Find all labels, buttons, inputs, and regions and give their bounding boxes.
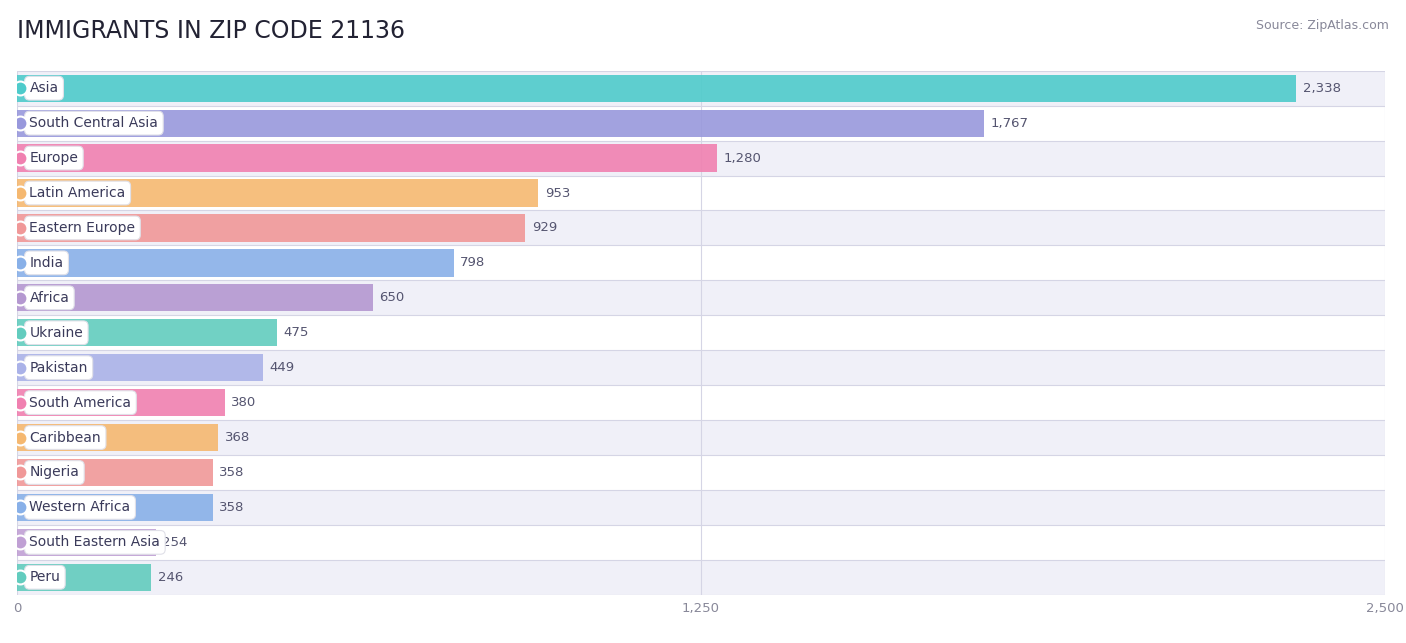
Bar (17, 564, 152, 591)
Bar (17, 141, 1385, 176)
Text: Western Africa: Western Africa (30, 500, 131, 514)
Text: Asia: Asia (30, 81, 59, 95)
Text: 2,338: 2,338 (1303, 82, 1341, 95)
Text: 358: 358 (219, 501, 245, 514)
Bar (17, 459, 212, 486)
Bar (17, 424, 218, 451)
Bar (17, 249, 454, 276)
Text: Latin America: Latin America (30, 186, 125, 200)
Text: Source: ZipAtlas.com: Source: ZipAtlas.com (1256, 19, 1389, 32)
Text: South Eastern Asia: South Eastern Asia (30, 536, 160, 549)
Text: 380: 380 (232, 396, 257, 409)
Bar (17, 145, 717, 172)
Text: Pakistan: Pakistan (30, 361, 87, 375)
Text: 358: 358 (219, 466, 245, 479)
Text: 449: 449 (269, 361, 294, 374)
Text: 254: 254 (163, 536, 188, 549)
Text: 1,767: 1,767 (990, 116, 1028, 130)
Text: India: India (30, 256, 63, 270)
Text: South America: South America (30, 395, 131, 410)
Text: 953: 953 (546, 186, 571, 199)
Bar (17, 71, 1385, 105)
Bar (17, 105, 1385, 141)
Bar (17, 179, 538, 206)
Bar (17, 525, 1385, 560)
Text: 246: 246 (157, 571, 183, 584)
Bar (17, 420, 1385, 455)
Text: Eastern Europe: Eastern Europe (30, 221, 135, 235)
Text: 368: 368 (225, 431, 250, 444)
Bar (17, 494, 212, 521)
Text: IMMIGRANTS IN ZIP CODE 21136: IMMIGRANTS IN ZIP CODE 21136 (17, 19, 405, 43)
Bar (17, 280, 1385, 315)
Bar (17, 109, 984, 137)
Bar (17, 284, 373, 311)
Bar (17, 75, 1296, 102)
Text: Africa: Africa (30, 291, 69, 305)
Bar (17, 319, 277, 347)
Text: Caribbean: Caribbean (30, 431, 101, 444)
Bar (17, 529, 156, 556)
Bar (17, 210, 1385, 246)
Text: 1,280: 1,280 (724, 152, 762, 165)
Bar (17, 246, 1385, 280)
Text: 798: 798 (460, 257, 485, 269)
Text: 650: 650 (380, 291, 405, 304)
Text: Ukraine: Ukraine (30, 326, 83, 340)
Text: Europe: Europe (30, 151, 79, 165)
Text: Nigeria: Nigeria (30, 466, 79, 480)
Bar (17, 560, 1385, 595)
Bar (17, 389, 225, 416)
Text: 929: 929 (531, 221, 557, 235)
Bar (17, 315, 1385, 350)
Bar (17, 385, 1385, 420)
Bar (17, 354, 263, 381)
Bar (17, 490, 1385, 525)
Bar (17, 176, 1385, 210)
Bar (17, 455, 1385, 490)
Text: 475: 475 (284, 326, 309, 340)
Bar (17, 350, 1385, 385)
Text: South Central Asia: South Central Asia (30, 116, 159, 130)
Bar (17, 214, 526, 242)
Text: Peru: Peru (30, 570, 60, 584)
